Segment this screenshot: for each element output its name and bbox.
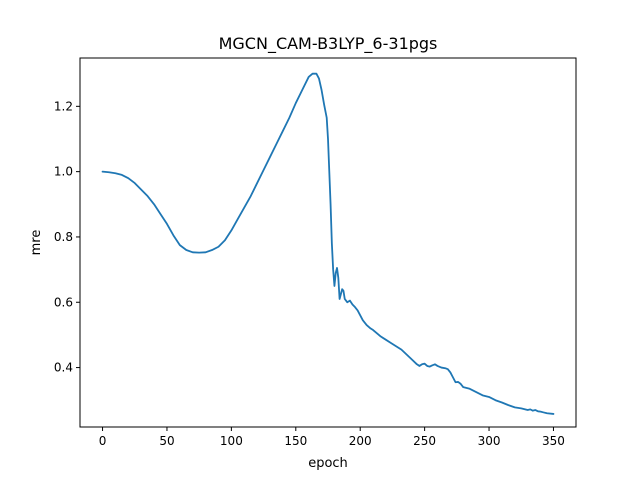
x-tick-label: 200	[349, 434, 372, 448]
x-axis: 0 50 100 150 200 250 300 350	[99, 427, 565, 448]
plot-area	[79, 57, 577, 428]
y-tick-label: 0.4	[54, 361, 73, 375]
y-tick-label: 0.8	[54, 230, 73, 244]
x-tick-label: 250	[413, 434, 436, 448]
y-axis: 0.4 0.6 0.8 1.0 1.2	[54, 99, 80, 375]
series-line-mre	[101, 72, 555, 415]
x-tick-label: 0	[99, 434, 107, 448]
x-tick-label: 100	[220, 434, 243, 448]
chart-title: MGCN_CAM-B3LYP_6-31pgs	[219, 34, 438, 54]
x-tick-label: 300	[478, 434, 501, 448]
x-axis-label: epoch	[308, 456, 348, 471]
y-tick-label: 1.2	[54, 99, 73, 113]
x-tick-label: 150	[284, 434, 307, 448]
y-tick-label: 0.6	[54, 295, 73, 309]
axes-frame	[79, 57, 577, 428]
y-tick-label: 1.0	[54, 165, 73, 179]
y-axis-label: mre	[29, 230, 44, 256]
x-tick-label: 50	[159, 434, 174, 448]
x-tick-label: 350	[542, 434, 565, 448]
